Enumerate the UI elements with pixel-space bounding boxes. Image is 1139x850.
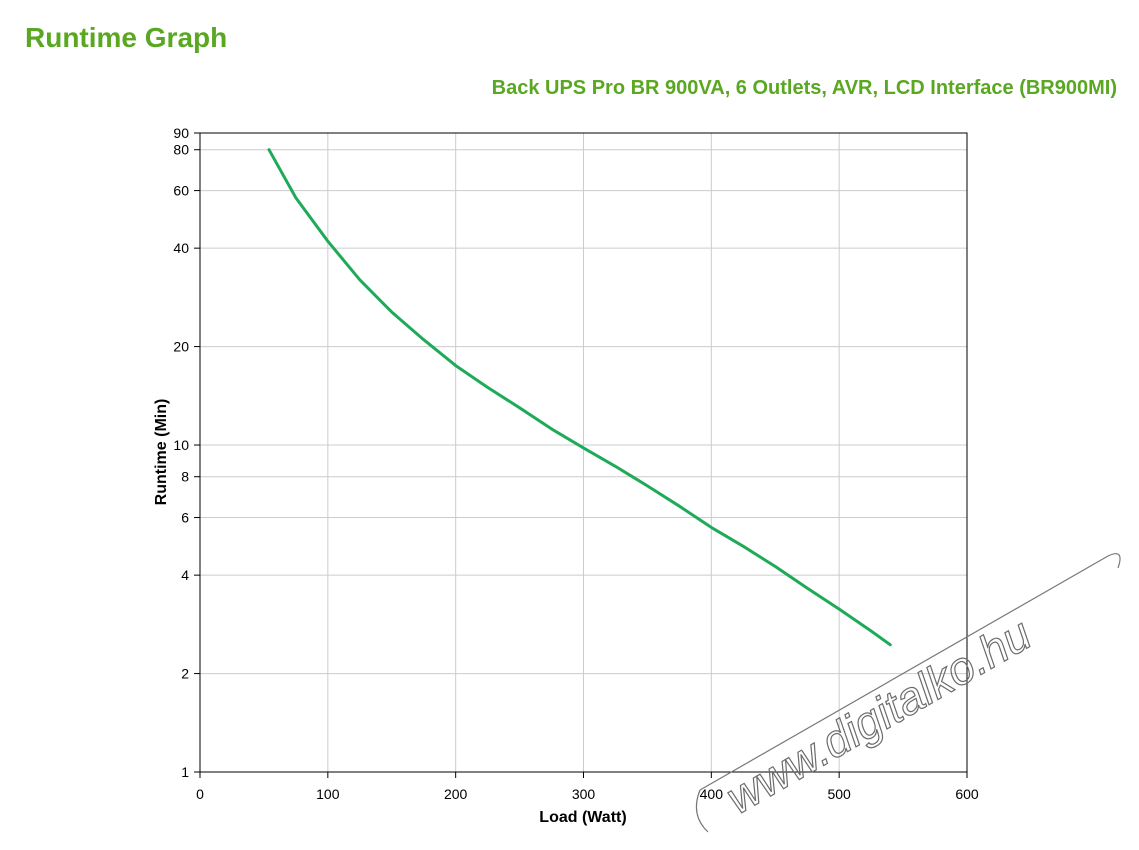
x-tick-label: 400 — [700, 786, 724, 802]
y-tick-label: 20 — [173, 339, 189, 355]
y-tick-label: 10 — [173, 437, 189, 453]
grid-layer — [200, 133, 967, 772]
y-tick-label: 2 — [181, 666, 189, 682]
y-tick-label: 80 — [173, 142, 189, 158]
x-tick-label: 500 — [827, 786, 851, 802]
y-tick-label: 4 — [181, 567, 189, 583]
y-tick-label: 40 — [173, 240, 189, 256]
x-tick-label: 300 — [572, 786, 596, 802]
watermark-swoosh — [699, 553, 1121, 791]
y-axis-label: Runtime (Min) — [153, 399, 170, 506]
page-heading: Runtime Graph — [25, 22, 228, 53]
y-tick-label: 1 — [181, 764, 189, 780]
x-tick-label: 0 — [196, 786, 204, 802]
watermark-swoosh-tail — [695, 789, 709, 833]
runtime-series-line — [267, 148, 892, 647]
x-tick-label: 600 — [955, 786, 979, 802]
series-layer — [267, 148, 892, 647]
x-tick-label: 200 — [444, 786, 468, 802]
watermark: www.digitalko.hu — [695, 553, 1121, 833]
y-tick-label: 6 — [181, 510, 189, 526]
chart-title: Back UPS Pro BR 900VA, 6 Outlets, AVR, L… — [491, 77, 1117, 99]
x-tick-label: 100 — [316, 786, 340, 802]
x-axis-label: Load (Watt) — [539, 809, 626, 826]
y-tick-label: 60 — [173, 183, 189, 199]
watermark-text: www.digitalko.hu — [717, 607, 1040, 823]
y-tick-label: 90 — [173, 125, 189, 141]
y-tick-label: 8 — [181, 469, 189, 485]
